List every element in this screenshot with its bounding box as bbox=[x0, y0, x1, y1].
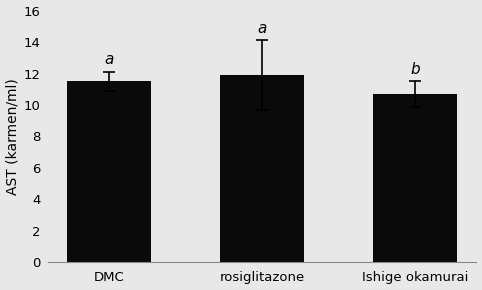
Y-axis label: AST (karmen/ml): AST (karmen/ml) bbox=[6, 78, 20, 195]
Text: a: a bbox=[105, 52, 114, 67]
Bar bbox=[220, 75, 304, 262]
Text: b: b bbox=[410, 62, 420, 77]
Text: a: a bbox=[257, 21, 267, 36]
Bar bbox=[67, 81, 151, 262]
Bar bbox=[373, 94, 457, 262]
